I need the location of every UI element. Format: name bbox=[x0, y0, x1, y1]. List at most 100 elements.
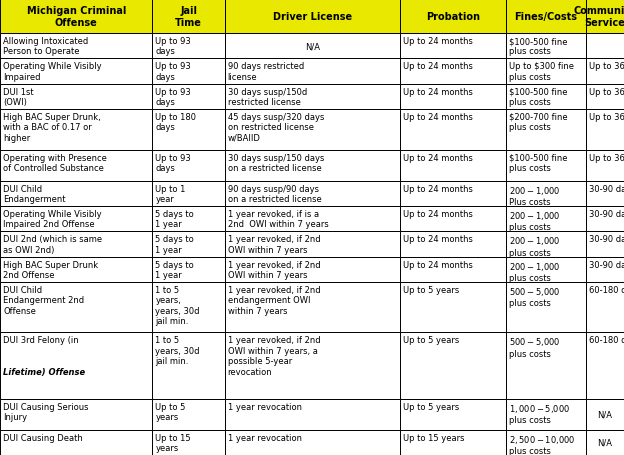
Text: $200-$1,000
plus costs: $200-$1,000 plus costs bbox=[509, 260, 560, 283]
Bar bbox=[152, 182, 225, 207]
Text: Up to 93
days: Up to 93 days bbox=[155, 153, 191, 173]
Text: Up to 5 years: Up to 5 years bbox=[403, 336, 459, 345]
Bar bbox=[586, 110, 624, 150]
Text: 90 days restricted
license: 90 days restricted license bbox=[228, 62, 304, 81]
Bar bbox=[152, 150, 225, 182]
Bar bbox=[505, 257, 586, 282]
Bar bbox=[225, 282, 400, 333]
Text: DUI Causing Death: DUI Causing Death bbox=[3, 433, 83, 442]
Bar bbox=[152, 34, 225, 59]
Text: DUI 2nd (which is same
as OWI 2nd): DUI 2nd (which is same as OWI 2nd) bbox=[3, 235, 102, 254]
Bar bbox=[152, 110, 225, 150]
Bar bbox=[400, 84, 505, 110]
Bar bbox=[152, 430, 225, 455]
Bar bbox=[505, 150, 586, 182]
Text: 30-90 days: 30-90 days bbox=[589, 260, 624, 269]
Text: Up to 360 hrs.: Up to 360 hrs. bbox=[589, 62, 624, 71]
Bar bbox=[586, 84, 624, 110]
Text: Up to 360 hrs.: Up to 360 hrs. bbox=[589, 112, 624, 121]
Text: $1,000-$5,000
plus costs: $1,000-$5,000 plus costs bbox=[509, 402, 570, 424]
Text: $500-$5,000
plus costs: $500-$5,000 plus costs bbox=[509, 336, 560, 358]
Bar bbox=[400, 333, 505, 399]
Text: Up to $300 fine
plus costs: Up to $300 fine plus costs bbox=[509, 62, 573, 81]
Bar bbox=[505, 207, 586, 232]
Bar bbox=[505, 282, 586, 333]
Bar bbox=[505, 0, 586, 34]
Bar bbox=[152, 399, 225, 430]
Bar bbox=[400, 34, 505, 59]
Bar bbox=[505, 430, 586, 455]
Bar bbox=[152, 207, 225, 232]
Bar bbox=[152, 333, 225, 399]
Text: Up to 24 months: Up to 24 months bbox=[403, 260, 473, 269]
Bar bbox=[586, 207, 624, 232]
Bar bbox=[225, 84, 400, 110]
Text: Up to 360 hrs.: Up to 360 hrs. bbox=[589, 87, 624, 96]
Bar bbox=[225, 333, 400, 399]
Text: $100-500 fine
plus costs: $100-500 fine plus costs bbox=[509, 153, 567, 173]
Bar bbox=[400, 207, 505, 232]
Text: Up to 360 hrs.: Up to 360 hrs. bbox=[589, 153, 624, 162]
Bar bbox=[0, 207, 152, 232]
Text: Up to 24 months: Up to 24 months bbox=[403, 153, 473, 162]
Bar bbox=[0, 430, 152, 455]
Text: 1 year revoked, if 2nd
OWI within 7 years, a
possible 5-year
revocation: 1 year revoked, if 2nd OWI within 7 year… bbox=[228, 336, 320, 376]
Text: Up to 15 years: Up to 15 years bbox=[403, 433, 465, 442]
Text: 1 year revoked, if 2nd
OWI within 7 years: 1 year revoked, if 2nd OWI within 7 year… bbox=[228, 235, 320, 254]
Text: High BAC Super Drunk,
with a BAC of 0.17 or
higher: High BAC Super Drunk, with a BAC of 0.17… bbox=[3, 112, 100, 142]
Text: 90 days susp/90 days
on a restricted license: 90 days susp/90 days on a restricted lic… bbox=[228, 184, 321, 204]
Text: Up to 24 months: Up to 24 months bbox=[403, 112, 473, 121]
Text: Jail
Time: Jail Time bbox=[175, 6, 202, 28]
Bar bbox=[0, 182, 152, 207]
Text: 30-90 days: 30-90 days bbox=[589, 184, 624, 193]
Text: $200-700 fine
plus costs: $200-700 fine plus costs bbox=[509, 112, 567, 132]
Text: Lifetime) Offense: Lifetime) Offense bbox=[3, 367, 85, 376]
Text: Allowing Intoxicated
Person to Operate: Allowing Intoxicated Person to Operate bbox=[3, 37, 88, 56]
Bar bbox=[586, 150, 624, 182]
Text: 5 days to
1 year: 5 days to 1 year bbox=[155, 210, 194, 229]
Bar bbox=[505, 34, 586, 59]
Text: Operating with Presence
of Controlled Substance: Operating with Presence of Controlled Su… bbox=[3, 153, 107, 173]
Text: Up to 24 months: Up to 24 months bbox=[403, 87, 473, 96]
Text: Operating While Visibly
Impaired: Operating While Visibly Impaired bbox=[3, 62, 102, 81]
Bar bbox=[400, 257, 505, 282]
Text: 1 year revoked, if 2nd
endangerment OWI
within 7 years: 1 year revoked, if 2nd endangerment OWI … bbox=[228, 285, 320, 315]
Bar bbox=[586, 399, 624, 430]
Bar bbox=[400, 110, 505, 150]
Bar bbox=[225, 150, 400, 182]
Text: 1 year revoked, if 2nd
OWI within 7 years: 1 year revoked, if 2nd OWI within 7 year… bbox=[228, 260, 320, 279]
Text: DUI 3rd Felony (in: DUI 3rd Felony (in bbox=[3, 336, 79, 345]
Text: $500-$5,000
plus costs: $500-$5,000 plus costs bbox=[509, 285, 560, 308]
Text: 30-90 days: 30-90 days bbox=[589, 235, 624, 244]
Bar bbox=[586, 333, 624, 399]
Bar bbox=[225, 34, 400, 59]
Bar bbox=[225, 257, 400, 282]
Bar bbox=[505, 333, 586, 399]
Text: Up to 24 months: Up to 24 months bbox=[403, 62, 473, 71]
Text: Up to 5
years: Up to 5 years bbox=[155, 402, 186, 421]
Bar bbox=[225, 207, 400, 232]
Bar bbox=[0, 150, 152, 182]
Text: $100-500 fine
plus costs: $100-500 fine plus costs bbox=[509, 37, 567, 56]
Bar bbox=[225, 0, 400, 34]
Bar bbox=[505, 399, 586, 430]
Bar bbox=[505, 110, 586, 150]
Text: Up to 15
years: Up to 15 years bbox=[155, 433, 191, 452]
Text: 1 year revoked, if is a
2nd  OWI within 7 years: 1 year revoked, if is a 2nd OWI within 7… bbox=[228, 210, 328, 229]
Text: Up to 5 years: Up to 5 years bbox=[403, 402, 459, 411]
Text: N/A: N/A bbox=[597, 438, 612, 447]
Text: 1 year revocation: 1 year revocation bbox=[228, 433, 302, 442]
Bar bbox=[586, 0, 624, 34]
Text: DUI Child
Endangerment: DUI Child Endangerment bbox=[3, 184, 66, 204]
Text: 1 year revocation: 1 year revocation bbox=[228, 402, 302, 411]
Text: $200-$1,000
Plus costs: $200-$1,000 Plus costs bbox=[509, 184, 560, 207]
Bar bbox=[0, 110, 152, 150]
Bar bbox=[400, 182, 505, 207]
Text: 30 days susp/150 days
on a restricted license: 30 days susp/150 days on a restricted li… bbox=[228, 153, 324, 173]
Text: 5 days to
1 year: 5 days to 1 year bbox=[155, 260, 194, 279]
Text: Up to 24 months: Up to 24 months bbox=[403, 210, 473, 218]
Bar bbox=[586, 282, 624, 333]
Text: Up to 1
year: Up to 1 year bbox=[155, 184, 186, 204]
Bar bbox=[505, 59, 586, 84]
Bar bbox=[0, 59, 152, 84]
